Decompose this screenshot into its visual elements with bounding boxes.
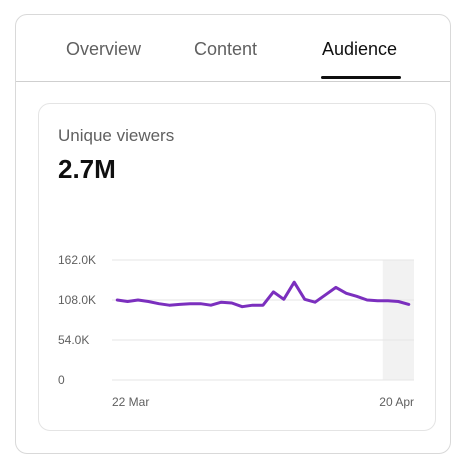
tab-bar: Overview Content Audience [16,15,450,82]
unique-viewers-chart: 162.0K 108.0K 54.0K 0 22 Mar 20 Apr [58,253,414,409]
y-tick-label: 54.0K [58,333,89,347]
metric-label: Unique viewers [58,126,175,145]
y-tick-label: 0 [58,373,65,387]
metric-value: 2.7M [58,154,116,184]
x-tick-label: 22 Mar [112,395,149,409]
x-tick-label: 20 Apr [379,395,414,409]
highlight-region [382,260,414,380]
tab-content[interactable]: Content [194,39,258,59]
tab-audience[interactable]: Audience [322,39,398,59]
analytics-panel: Overview Content Audience Unique viewers… [15,14,451,454]
active-tab-indicator [321,76,401,79]
metric-card[interactable]: Unique viewers 2.7M 162.0K 108.0K 54.0K 0 22… [38,103,436,431]
y-tick-label: 108.0K [58,293,96,307]
y-tick-label: 162.0K [58,253,96,267]
series-line [115,280,411,309]
tab-overview[interactable]: Overview [66,39,142,59]
